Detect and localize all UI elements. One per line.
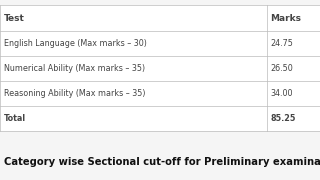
Text: 85.25: 85.25: [270, 114, 296, 123]
Text: Test: Test: [4, 14, 25, 22]
Text: 26.50: 26.50: [270, 64, 293, 73]
Text: 24.75: 24.75: [270, 39, 293, 48]
Text: Numerical Ability (Max marks – 35): Numerical Ability (Max marks – 35): [4, 64, 145, 73]
Text: Reasoning Ability (Max marks – 35): Reasoning Ability (Max marks – 35): [4, 89, 145, 98]
Text: 34.00: 34.00: [270, 89, 293, 98]
Bar: [0, 5, 320, 131]
Text: Category wise Sectional cut-off for Preliminary examination of RBI A: Category wise Sectional cut-off for Prel…: [4, 157, 320, 167]
Text: Total: Total: [4, 114, 26, 123]
Text: Marks: Marks: [270, 14, 301, 22]
Text: English Language (Max marks – 30): English Language (Max marks – 30): [4, 39, 147, 48]
